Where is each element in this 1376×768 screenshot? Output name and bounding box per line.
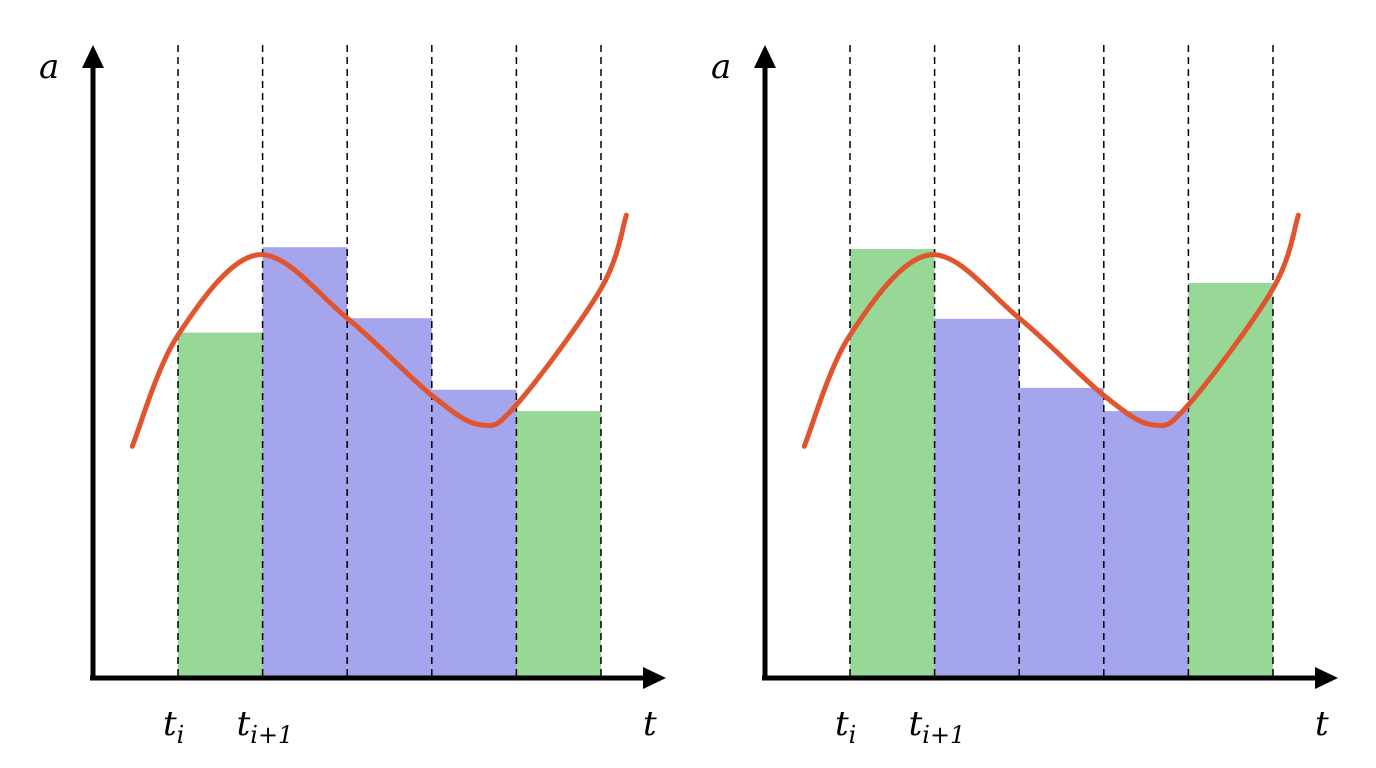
y-axis-arrow-icon bbox=[754, 45, 776, 68]
tick-label-t-i-plus-1: ti+1 bbox=[237, 704, 294, 749]
x-axis-label: t bbox=[643, 704, 657, 744]
bar-blue bbox=[431, 389, 517, 678]
tick-subscript: i bbox=[177, 721, 185, 749]
x-axis-arrow-icon bbox=[643, 667, 666, 689]
function-curve bbox=[129, 212, 629, 449]
x-axis-label: t bbox=[1315, 704, 1329, 744]
bar-blue bbox=[347, 318, 432, 678]
y-axis-label: a bbox=[711, 47, 731, 87]
bar-green bbox=[516, 411, 601, 678]
panel-1: a t ti ti+1 bbox=[39, 45, 666, 749]
tick-label-t-i: ti bbox=[163, 704, 184, 749]
y-axis-label: a bbox=[39, 47, 59, 87]
tick-subscript: i+1 bbox=[922, 721, 965, 749]
tick-subscript: i bbox=[849, 721, 857, 749]
x-axis-arrow-icon bbox=[1315, 667, 1338, 689]
bar-green bbox=[1188, 282, 1273, 678]
panel-2: a t ti ti+1 bbox=[711, 45, 1338, 749]
bar-green bbox=[850, 249, 935, 679]
function-curve bbox=[801, 212, 1301, 449]
bar-blue bbox=[1019, 387, 1104, 678]
tick-label-t-i-plus-1: ti+1 bbox=[909, 704, 966, 749]
y-axis-arrow-icon bbox=[82, 45, 104, 68]
tick-subscript: i+1 bbox=[250, 721, 293, 749]
bar-blue bbox=[1103, 411, 1189, 678]
bar-blue bbox=[934, 318, 1020, 678]
bar-green bbox=[178, 332, 263, 678]
bar-blue bbox=[262, 247, 348, 678]
tick-label-t-i: ti bbox=[835, 704, 856, 749]
